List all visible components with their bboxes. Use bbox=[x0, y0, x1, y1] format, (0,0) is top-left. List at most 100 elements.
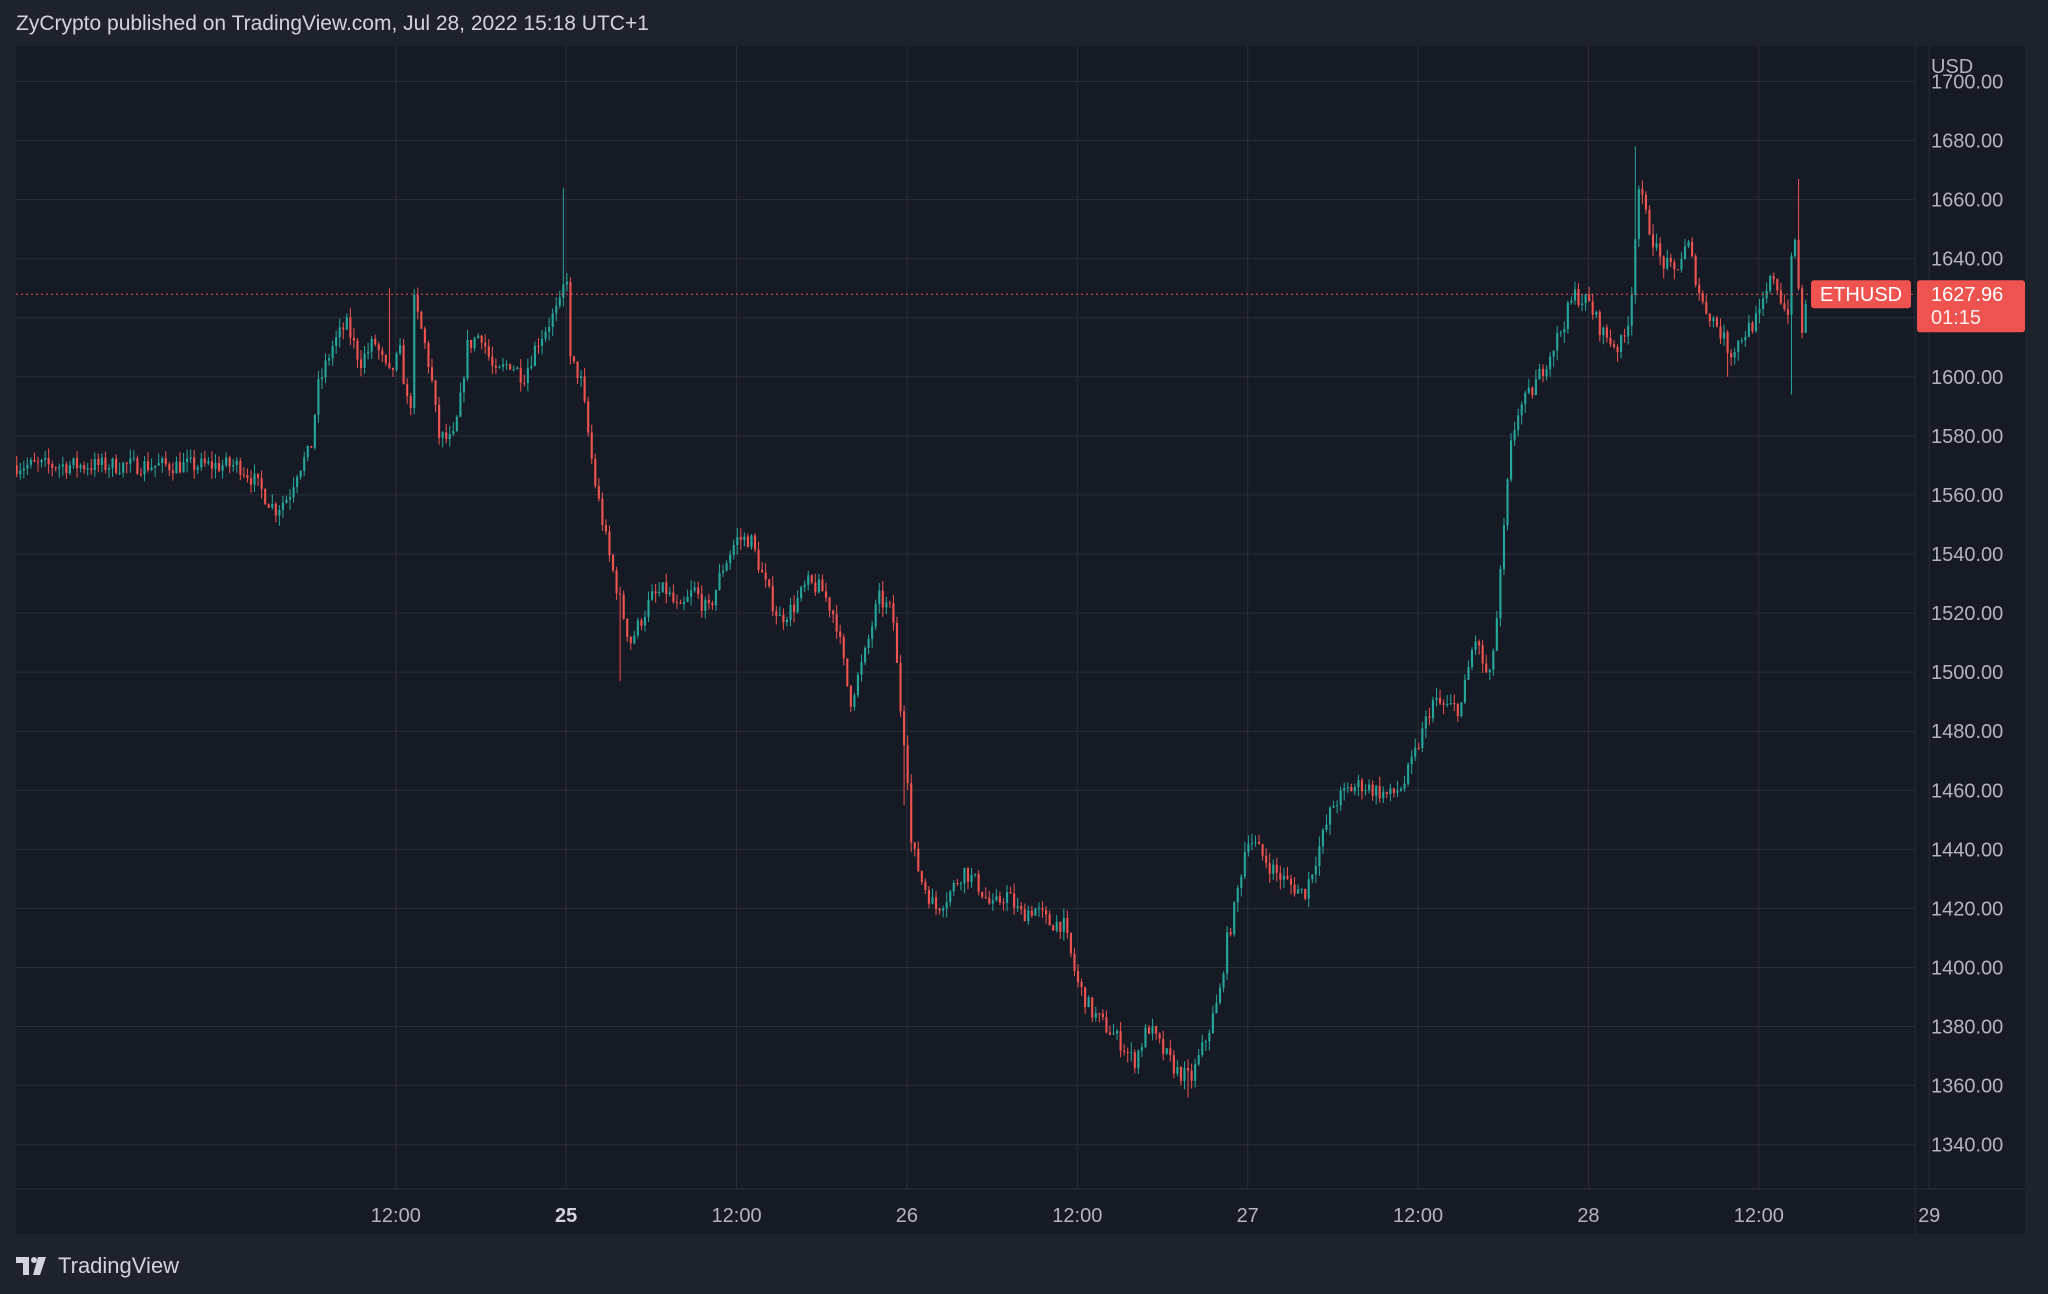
candle-body bbox=[1424, 716, 1427, 729]
candle-body bbox=[264, 489, 267, 505]
candle-body bbox=[1620, 335, 1623, 352]
candle-body bbox=[1442, 703, 1445, 705]
candle-body bbox=[924, 881, 927, 891]
candle-body bbox=[1027, 910, 1030, 922]
candle-body bbox=[1513, 430, 1516, 441]
candle-body bbox=[477, 335, 480, 339]
candle-body bbox=[558, 297, 561, 306]
candle-body bbox=[1048, 914, 1051, 926]
candle-body bbox=[580, 376, 583, 378]
candle-body bbox=[516, 367, 519, 370]
candle-body bbox=[1197, 1055, 1200, 1065]
candle-body bbox=[1687, 241, 1690, 247]
candle-body bbox=[1396, 790, 1399, 793]
candle-body bbox=[129, 458, 132, 464]
candle-body bbox=[253, 473, 256, 485]
candle-body bbox=[285, 499, 288, 503]
candle-body bbox=[1020, 905, 1023, 910]
x-tick-label: 12:00 bbox=[371, 1205, 421, 1227]
candle-body bbox=[214, 463, 217, 469]
candle-body bbox=[242, 474, 245, 476]
candle-body bbox=[1343, 787, 1346, 791]
candle-body bbox=[1123, 1050, 1126, 1052]
candle-body bbox=[768, 579, 771, 587]
candle-body bbox=[651, 591, 654, 600]
candle-body bbox=[246, 475, 249, 479]
candle-body bbox=[1701, 293, 1704, 302]
candle-body bbox=[1453, 703, 1456, 705]
candle-body bbox=[1456, 704, 1459, 717]
chart-area[interactable]: 1340.00 1360.00 1380.00 1400.00 1420.00 1440.… bbox=[16, 46, 2025, 1235]
candle-body bbox=[189, 457, 192, 459]
candle-body bbox=[1737, 340, 1740, 353]
candle-body bbox=[1410, 756, 1413, 765]
candle-body bbox=[171, 470, 174, 474]
candle-body bbox=[36, 461, 40, 463]
candle-body bbox=[1719, 326, 1722, 339]
candle-body bbox=[608, 531, 611, 556]
candle-body bbox=[1147, 1027, 1151, 1034]
candle-body bbox=[1722, 332, 1726, 339]
y-tick-label: 1460.00 bbox=[1931, 780, 2003, 802]
candle-body bbox=[1336, 805, 1339, 807]
candle-body bbox=[1318, 846, 1321, 866]
candle-body bbox=[1254, 842, 1257, 844]
candle-body bbox=[1179, 1066, 1183, 1081]
x-tick-label: 12:00 bbox=[1393, 1205, 1443, 1227]
candle-body bbox=[136, 458, 139, 475]
candle-body bbox=[235, 460, 238, 466]
candle-body bbox=[1772, 276, 1775, 280]
candle-body bbox=[1236, 887, 1239, 903]
candle-body bbox=[303, 457, 306, 471]
candle-body bbox=[1080, 982, 1083, 988]
candle-body bbox=[317, 379, 320, 415]
candle-body bbox=[1417, 747, 1420, 749]
y-tick-label: 1500.00 bbox=[1931, 662, 2003, 684]
candle-body bbox=[526, 367, 529, 384]
candle-body bbox=[115, 458, 118, 473]
candle-body bbox=[1243, 852, 1246, 877]
candle-body bbox=[1272, 864, 1275, 874]
candle-body bbox=[565, 281, 568, 285]
candle-body bbox=[633, 635, 636, 644]
candle-body bbox=[1307, 879, 1310, 899]
candle-body bbox=[984, 897, 987, 899]
candle-body bbox=[856, 674, 860, 696]
candle-body bbox=[288, 497, 292, 500]
candle-body bbox=[402, 345, 405, 385]
candle-body bbox=[789, 604, 792, 620]
candle-body bbox=[569, 281, 572, 357]
y-tick-label: 1360.00 bbox=[1931, 1076, 2003, 1098]
candle-body bbox=[1158, 1033, 1161, 1039]
candle-body bbox=[1101, 1013, 1104, 1018]
candle-body bbox=[1392, 788, 1395, 793]
candle-body bbox=[803, 584, 806, 588]
candle-body bbox=[1790, 256, 1793, 315]
candle-body bbox=[1740, 340, 1743, 342]
candle-body bbox=[1346, 787, 1349, 789]
candle-body bbox=[1176, 1066, 1179, 1074]
candle-body bbox=[1559, 332, 1562, 334]
candle-body bbox=[1360, 780, 1364, 792]
candle-body bbox=[420, 311, 423, 329]
candle-body bbox=[1201, 1042, 1204, 1056]
candle-body bbox=[1552, 350, 1555, 357]
candle-body bbox=[207, 461, 210, 464]
candle-body bbox=[956, 883, 959, 885]
candle-body bbox=[1609, 337, 1612, 345]
candle-body bbox=[636, 620, 639, 636]
candle-body bbox=[1570, 300, 1573, 303]
x-tick-label: 29 bbox=[1918, 1205, 1940, 1227]
candle-body bbox=[1062, 917, 1065, 932]
candle-body bbox=[675, 601, 678, 603]
candle-body bbox=[800, 587, 803, 598]
candlestick-chart[interactable]: 1340.00 1360.00 1380.00 1400.00 1420.00 1440.… bbox=[16, 46, 2025, 1235]
candle-body bbox=[1325, 824, 1328, 830]
candle-body bbox=[1463, 679, 1466, 703]
candle-body bbox=[1591, 301, 1594, 315]
candle-body bbox=[1076, 970, 1080, 983]
candle-body bbox=[175, 461, 178, 474]
candle-body bbox=[690, 590, 693, 597]
candle-body bbox=[441, 432, 444, 438]
tradingview-logo[interactable]: TradingView bbox=[16, 1253, 179, 1279]
